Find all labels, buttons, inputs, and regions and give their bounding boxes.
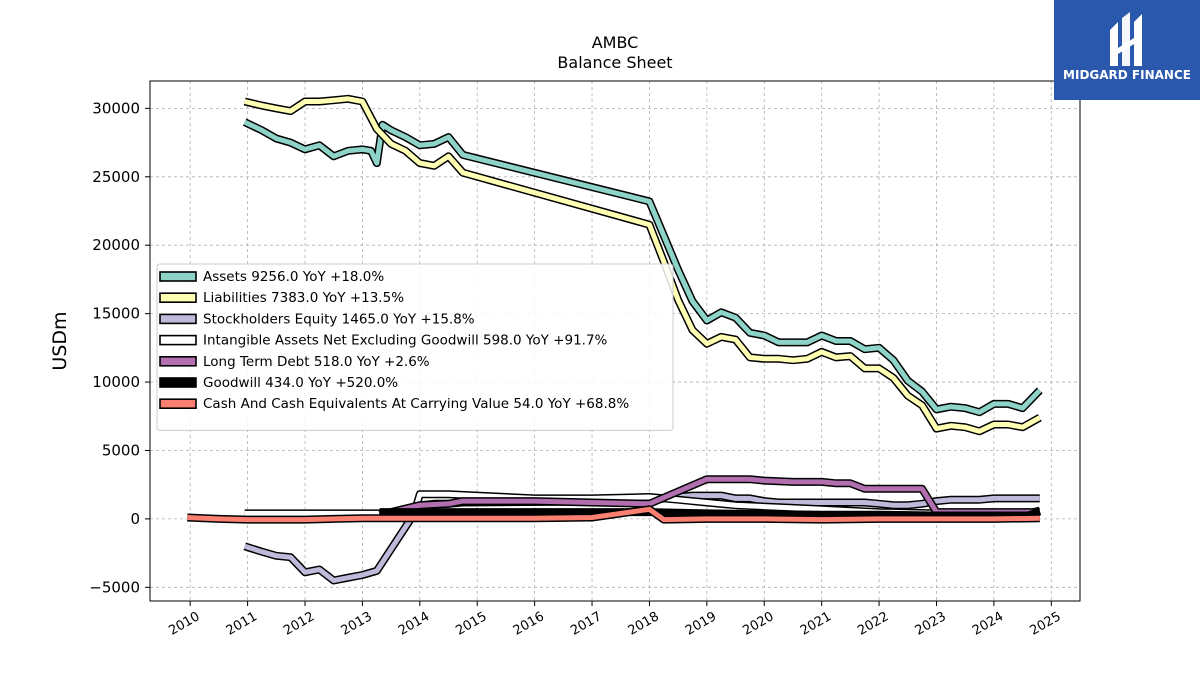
y-tick-label: 5000	[102, 441, 140, 459]
y-tick-label: 20000	[92, 236, 140, 254]
legend-entry-label: Cash And Cash Equivalents At Carrying Va…	[203, 396, 629, 412]
legend-swatch	[159, 334, 197, 346]
logo-text: MIDGARD FINANCE	[1063, 68, 1191, 82]
legend-entry-label: Assets 9256.0 YoY +18.0%	[203, 269, 384, 285]
legend-swatch	[159, 398, 197, 410]
legend-swatch	[159, 271, 197, 282]
series-line-0	[243, 119, 1042, 415]
y-tick-label: 0	[130, 510, 140, 528]
legend-entry-label: Long Term Debt 518.0 YoY +2.6%	[203, 354, 430, 370]
y-axis-ticks: −5000 0 5000 10000 15000 20000 25000 30000	[89, 99, 150, 596]
y-tick-label: 25000	[92, 168, 140, 186]
legend-entry-label: Intangible Assets Net Excluding Goodwill…	[203, 333, 608, 349]
y-tick-label: 10000	[92, 373, 140, 391]
midgard-finance-logo: MIDGARD FINANCE	[1054, 0, 1200, 100]
series-line-2	[243, 493, 1040, 583]
y-tick-label: −5000	[89, 578, 140, 596]
legend-entry-label: Stockholders Equity 1465.0 YoY +15.8%	[203, 311, 475, 327]
y-tick-label: 30000	[92, 99, 140, 117]
series-line-1	[244, 96, 1042, 434]
legend-box	[156, 263, 674, 431]
chart-title: AMBC	[592, 33, 639, 52]
legend: Assets 9256.0 YoY +18.0% Liabilities 7383…	[156, 263, 674, 431]
chart-subtitle: Balance Sheet	[557, 53, 672, 72]
y-tick-label: 15000	[92, 305, 140, 323]
series-line-6	[187, 506, 1040, 523]
legend-swatch	[159, 292, 197, 304]
legend-entry-label: Goodwill 434.0 YoY +520.0%	[203, 375, 398, 391]
legend-swatch	[159, 313, 197, 325]
legend-swatch	[159, 355, 197, 367]
y-axis-label: USDm	[49, 311, 71, 370]
legend-swatch	[159, 377, 197, 388]
plot-frame	[149, 80, 1081, 602]
legend-entry-label: Liabilities 7383.0 YoY +13.5%	[203, 290, 404, 306]
logo-mark-icon	[1110, 12, 1142, 66]
series-layer	[187, 94, 1043, 585]
